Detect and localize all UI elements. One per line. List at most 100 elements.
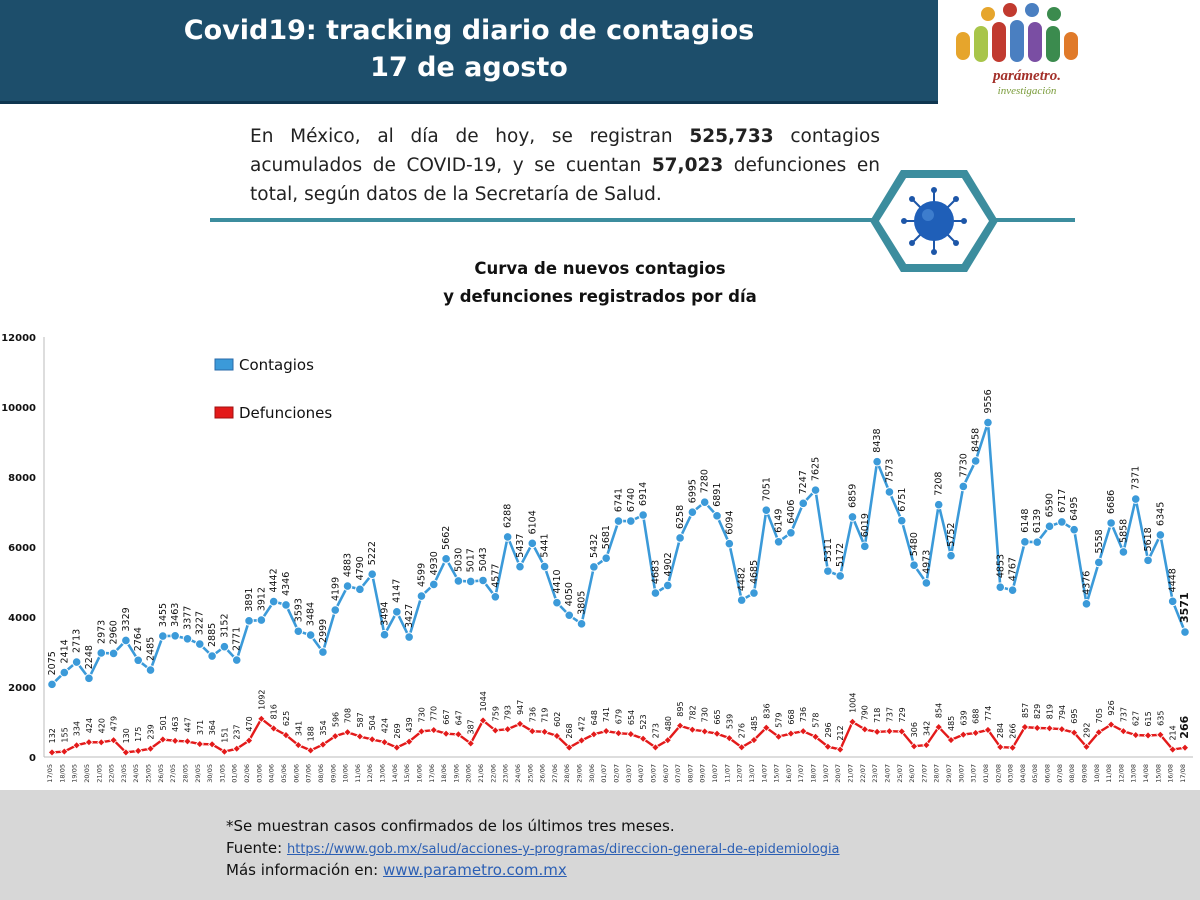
x-tick-label: 16/08 [1167, 764, 1175, 783]
x-tick-label: 29/06 [576, 764, 584, 783]
defunciones-point [725, 733, 734, 743]
defunciones-data-label: 718 [873, 708, 882, 723]
x-tick-label: 15/06 [403, 764, 411, 783]
website-link[interactable]: www.parametro.com.mx [382, 861, 567, 879]
contagios-point [539, 561, 550, 572]
contagios-point [502, 532, 513, 542]
x-tick-label: 20/07 [834, 764, 842, 783]
contagios-data-label: 5441 [540, 533, 551, 557]
x-tick-label: 10/07 [711, 764, 719, 783]
contagios-data-label: 6139 [1032, 509, 1043, 533]
contagios-data-label: 3484 [306, 602, 317, 626]
contagios-point [379, 629, 390, 640]
footer-more-info: Más información en: www.parametro.com.mx [226, 861, 567, 879]
contagios-point [108, 648, 119, 659]
defunciones-point [983, 725, 993, 735]
x-tick-label: 27/06 [551, 764, 559, 783]
defunciones-point [996, 742, 1005, 752]
contagios-point [576, 619, 587, 629]
defunciones-point [491, 726, 500, 735]
contagios-data-label: 3494 [380, 602, 391, 626]
defunciones-data-label: 665 [713, 709, 722, 724]
contagios-data-label: 5437 [515, 534, 526, 558]
contagios-data-label: 6288 [503, 504, 514, 528]
defunciones-point [860, 725, 869, 734]
contagios-data-label: 4902 [663, 552, 674, 576]
source-link[interactable]: https://www.gob.mx/salud/acciones-y-prog… [286, 842, 840, 857]
contagios-data-label: 4482 [737, 567, 748, 591]
defunciones-data-label: 1004 [848, 693, 857, 713]
x-tick-label: 30/07 [957, 764, 965, 783]
defunciones-point [1143, 731, 1153, 740]
defunciones-point [1180, 743, 1190, 752]
defunciones-point [836, 745, 845, 754]
contagios-data-label: 7625 [811, 457, 822, 481]
defunciones-data-label: 212 [836, 725, 845, 740]
contagios-data-label: 2973 [96, 620, 107, 644]
summary-paragraph: En México, al día de hoy, se registran 5… [250, 122, 880, 209]
defunciones-point [158, 735, 168, 744]
contagios-point [170, 630, 180, 641]
defunciones-data-label: 639 [959, 710, 968, 725]
x-tick-label: 27/07 [920, 764, 928, 783]
contagios-point [884, 487, 895, 497]
contagios-point [182, 634, 193, 644]
defunciones-point [269, 724, 278, 733]
contagios-point [404, 632, 414, 642]
contagios-data-label: 8458 [971, 428, 982, 452]
contagios-data-label: 6495 [1069, 497, 1080, 521]
defunciones-point [84, 737, 94, 747]
contagios-point [515, 561, 525, 572]
x-tick-label: 08/06 [317, 764, 325, 783]
contagios-data-label: 6345 [1155, 502, 1166, 526]
y-tick-label: 4000 [8, 613, 36, 624]
more-info-label: Más información en: [226, 861, 383, 879]
defunciones-data-label: 794 [1058, 705, 1067, 720]
defunciones-point [799, 727, 808, 736]
defunciones-point [281, 730, 291, 740]
defunciones-data-label: 774 [984, 706, 993, 721]
defunciones-point [577, 736, 586, 745]
defunciones-point [823, 742, 833, 751]
x-tick-label: 03/07 [625, 764, 633, 783]
contagios-point [1020, 537, 1030, 547]
defunciones-data-label: 782 [688, 705, 697, 720]
contagios-data-label: 6104 [527, 510, 538, 534]
defunciones-data-label: 627 [1132, 711, 1141, 726]
contagios-data-label: 5017 [466, 548, 477, 572]
covid-line-chart: 0 2000 4000 6000 8000 10000 12000 17/05 18/05 19/… [1, 333, 1193, 783]
contagios-data-label: 7730 [958, 453, 969, 477]
x-tick-label: 04/08 [1019, 764, 1027, 783]
defunciones-point [257, 714, 266, 723]
defunciones-point [1094, 728, 1103, 737]
x-tick-label: 24/07 [883, 764, 891, 783]
defunciones-data-label: 719 [541, 708, 550, 723]
x-tick-label: 28/05 [181, 764, 189, 783]
legend-defunciones-swatch [214, 406, 234, 419]
contagios-data-label: 3377 [183, 606, 194, 630]
page-title: Covid19: tracking diario de contagios [183, 15, 755, 46]
defunciones-data-label: 480 [664, 716, 673, 731]
defunciones-data-label: 485 [947, 716, 956, 731]
defunciones-point [60, 747, 69, 756]
contagios-point [983, 417, 993, 428]
contagios-point [490, 592, 501, 602]
defunciones-data-label: 648 [590, 710, 599, 725]
defunciones-data-label: 371 [196, 720, 205, 735]
x-tick-label: 07/07 [674, 764, 682, 783]
defunciones-point [306, 746, 315, 755]
x-tick-label: 22/07 [859, 764, 867, 783]
x-tick-label: 29/07 [945, 764, 953, 783]
x-tick-label: 23/05 [120, 764, 128, 783]
x-tick-label: 06/07 [662, 764, 670, 783]
contagios-point [84, 673, 94, 684]
contagios-point [133, 655, 144, 666]
defunciones-data-label: 579 [775, 712, 784, 727]
contagios-point [355, 584, 365, 595]
contagios-point [749, 588, 759, 598]
defunciones-point [207, 740, 217, 749]
contagios-point [1167, 596, 1178, 607]
contagios-data-label: 5030 [453, 548, 464, 572]
contagios-point [96, 648, 107, 658]
contagios-data-label: 5222 [367, 541, 378, 565]
